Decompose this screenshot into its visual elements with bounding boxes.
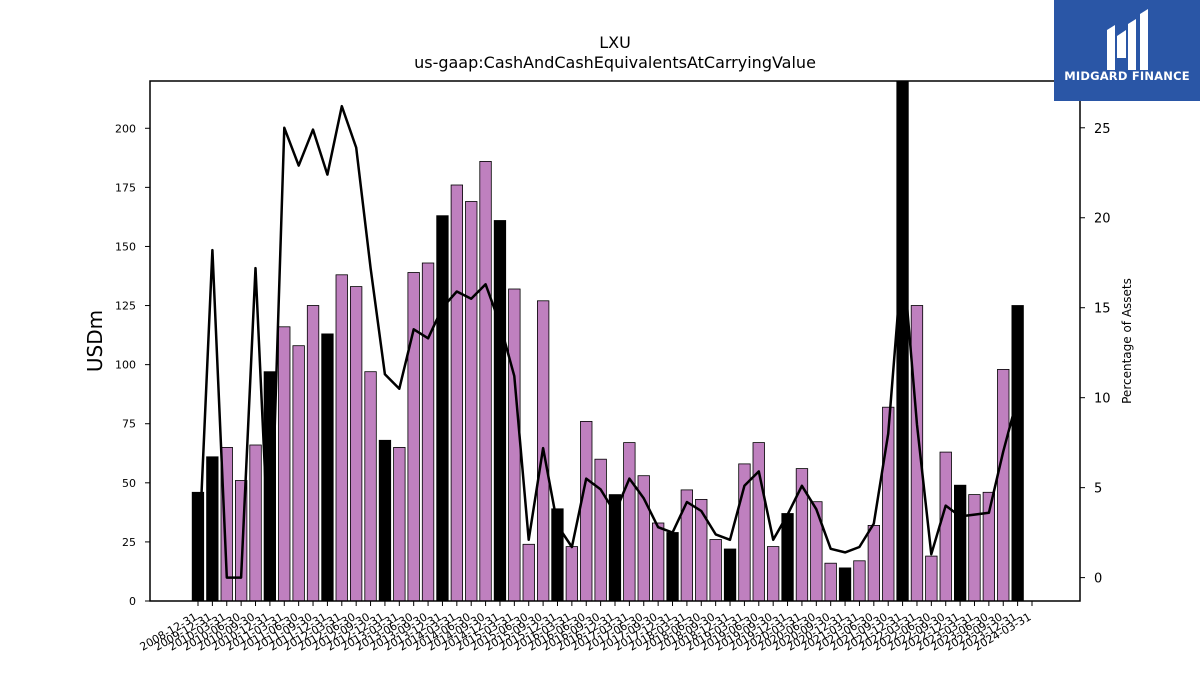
bar-2017-03-31 <box>623 442 636 602</box>
bar-2014-09-30 <box>479 160 492 602</box>
bar-2011-09-30 <box>306 305 320 602</box>
bar-2012-12-31 <box>378 439 392 602</box>
y-tick-label: 175 <box>115 181 136 194</box>
y-axis-right: 0 5 10 15 20 25 <box>1080 122 1111 587</box>
bar-2013-12-31 <box>436 215 449 602</box>
bar-2020-12-31 <box>838 567 852 602</box>
chart-subtitle: us-gaap:CashAndCashEquivalentsAtCarrying… <box>414 53 816 72</box>
bar-2013-09-30 <box>421 262 435 602</box>
bar-2019-12-31 <box>781 513 794 602</box>
logo-text: MIDGARD FINANCE <box>1064 69 1190 83</box>
bar-2010-09-30 <box>249 444 262 602</box>
bar-2017-12-31 <box>666 532 679 602</box>
y-tick-label: 0 <box>129 595 136 608</box>
y2-tick-label: 10 <box>1094 392 1111 407</box>
bar-2016-06-30 <box>580 420 593 602</box>
y2-tick-label: 0 <box>1094 572 1102 587</box>
y-tick-label: 125 <box>115 300 136 313</box>
y-tick-label: 150 <box>115 240 136 253</box>
bar-2012-06-30 <box>349 286 363 602</box>
y-tick-label: 200 <box>115 122 136 135</box>
y2-tick-label: 5 <box>1094 482 1102 497</box>
bar-2019-06-30 <box>752 442 765 602</box>
bar-2018-12-31 <box>723 548 737 602</box>
bar-2023-03-31 <box>968 494 981 602</box>
bar-2014-06-30 <box>465 201 478 602</box>
bar-2011-12-31 <box>321 333 334 602</box>
bars <box>191 80 1024 602</box>
bar-2012-09-30 <box>364 371 377 602</box>
bar-2016-03-31 <box>565 546 578 602</box>
bar-2015-06-30 <box>522 543 535 602</box>
percentage-line <box>196 104 1019 579</box>
bar-2023-12-31 <box>1011 305 1024 602</box>
bar-2022-12-31 <box>954 484 967 602</box>
bar-2021-03-31 <box>853 560 866 602</box>
bar-2023-09-30 <box>997 368 1010 602</box>
bar-2021-06-30 <box>867 525 880 602</box>
bar-2012-03-31 <box>335 274 348 602</box>
bar-2009-12-31 <box>206 456 219 602</box>
bar-2017-09-30 <box>652 522 665 602</box>
bar-2022-06-30 <box>925 555 938 602</box>
bar-2018-09-30 <box>709 539 722 602</box>
y-tick-label: 100 <box>115 359 136 372</box>
bar-2018-06-30 <box>695 498 708 602</box>
bar-2011-06-30 <box>292 345 305 602</box>
y-axis-left: 0 25 50 75 100 125 150 175 200 <box>115 122 150 608</box>
line-series <box>196 104 1019 579</box>
y-axis-label: USDm <box>83 310 107 372</box>
y2-tick-label: 20 <box>1094 212 1111 227</box>
bar-2020-06-30 <box>810 501 823 602</box>
logo-mark-icon <box>1107 9 1148 70</box>
y-tick-label: 75 <box>122 418 136 431</box>
bar-2014-12-31 <box>493 220 507 602</box>
bar-2018-03-31 <box>680 489 693 602</box>
y2-tick-label: 25 <box>1094 122 1111 137</box>
bar-2015-03-31 <box>508 288 521 602</box>
bar-2022-09-30 <box>939 451 952 602</box>
bar-2020-09-30 <box>824 562 837 602</box>
bar-2014-03-31 <box>450 184 464 602</box>
bar-2019-09-30 <box>767 546 780 602</box>
y-tick-label: 50 <box>122 477 136 490</box>
chart-title: LXU <box>599 33 631 52</box>
midgard-finance-logo: MIDGARD FINANCE <box>1054 0 1200 101</box>
x-axis: 2008-12-312009-12-312010-03-312010-06-30… <box>138 601 1034 654</box>
bar-2013-03-31 <box>393 446 406 602</box>
bar-2016-09-30 <box>594 458 607 602</box>
bar-2021-12-31 <box>896 80 909 602</box>
y2-axis-label: Percentage of Assets <box>1120 278 1134 404</box>
y2-tick-label: 15 <box>1094 302 1111 317</box>
y-tick-label: 25 <box>122 536 136 549</box>
bar-2013-06-30 <box>407 272 420 602</box>
bar-2011-03-31 <box>278 326 291 602</box>
